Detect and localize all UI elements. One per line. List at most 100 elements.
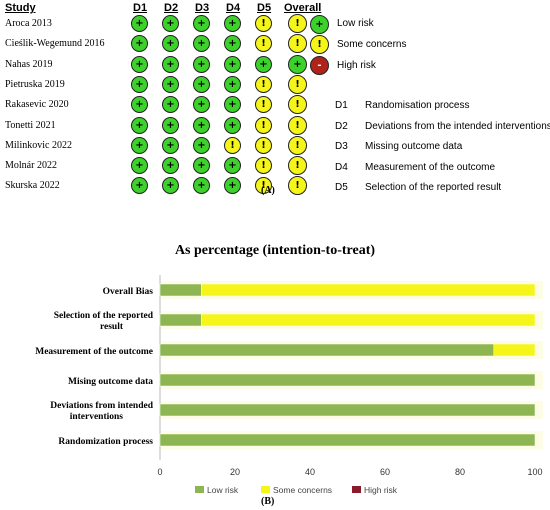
domain-judgement-icon: + — [224, 75, 241, 93]
study-name: Aroca 2013 — [5, 18, 52, 29]
header-d1: D1 — [133, 2, 148, 14]
domain-judgement-icon: + — [193, 177, 210, 195]
domain-description-label: Selection of the reported result — [365, 182, 502, 193]
study-name: Pietruska 2019 — [5, 78, 65, 90]
category-label: Selection of the reported result — [54, 311, 154, 332]
domain-judgement-icon: + — [224, 157, 241, 175]
x-tick-label: 20 — [230, 467, 240, 477]
legend-swatch — [261, 486, 270, 493]
risk-of-bias-traffic-light-plot: Study D1 D2 D3 D4 D5 Overall Aroca 2013 +… — [0, 0, 550, 205]
domain-judgement-icon: + — [193, 55, 210, 73]
legend-swatch — [195, 486, 204, 493]
bar-segment — [159, 343, 494, 357]
header-d5: D5 — [257, 2, 272, 14]
domain-judgement-icon: ! — [255, 96, 272, 114]
domain-code-label: D4 — [335, 161, 348, 173]
domain-judgement-icon: + — [131, 15, 148, 32]
legend-low-risk-label: Low risk — [337, 18, 374, 29]
domain-judgement-icon: ! — [255, 15, 272, 32]
panel-label-a: (A) — [261, 185, 275, 196]
domain-judgement-icon: + — [162, 15, 179, 32]
study-name: Tonetti 2021 — [5, 119, 56, 131]
bar-segment — [159, 313, 202, 327]
bar-segment — [159, 403, 536, 417]
domain-judgement-icon: ! — [255, 35, 272, 53]
domain-judgement-icon: ! — [255, 136, 272, 154]
overall-judgement-icon: ! — [288, 135, 307, 155]
overall-judgement-icon: ! — [288, 74, 307, 94]
legend-some-concerns-label: Some concerns — [337, 39, 407, 50]
category-label: Randomization process — [58, 437, 153, 447]
header-d4: D4 — [226, 2, 241, 14]
x-tick-label: 0 — [157, 467, 162, 477]
domain-judgement-icon: + — [193, 15, 210, 32]
domain-judgement-icon: + — [162, 136, 179, 154]
overall-judgement-icon: + — [288, 54, 307, 74]
bar-segment — [159, 283, 202, 297]
study-name: Nahas 2019 — [5, 58, 53, 70]
overall-judgement-icon: ! — [288, 34, 307, 54]
panel-label-b: (B) — [261, 496, 275, 507]
bar-segment — [159, 373, 536, 387]
domain-judgement-icon: + — [131, 116, 148, 134]
domain-judgement-icon: + — [131, 177, 148, 195]
category-label: Overall Bias — [103, 287, 154, 297]
domain-judgement-icon: ! — [224, 136, 241, 154]
domain-description-label: Deviations from the intended interventio… — [365, 120, 550, 132]
overall-judgement-icon: ! — [288, 95, 307, 115]
study-name: Milinkovic 2022 — [5, 139, 72, 151]
header-study: Study — [5, 2, 36, 14]
domain-description-label: Missing outcome data — [365, 141, 463, 152]
domain-judgement-icon: + — [193, 96, 210, 114]
domain-code-label: D2 — [335, 120, 348, 132]
category-label: Mising outcome data — [68, 377, 153, 387]
domain-judgement-icon: + — [224, 116, 241, 134]
category-label: Measurement of the outcome — [35, 347, 153, 357]
overall-judgement-icon: ! — [288, 176, 307, 196]
domain-judgement-icon: + — [193, 157, 210, 175]
domain-description-label: Randomisation process — [365, 100, 470, 111]
domain-judgement-icon: + — [131, 136, 148, 154]
domain-judgement-icon: + — [131, 157, 148, 175]
domain-judgement-icon: + — [193, 116, 210, 134]
domain-judgement-icon: + — [162, 116, 179, 134]
domain-code-label: D1 — [335, 100, 348, 111]
x-tick-label: 40 — [305, 467, 315, 477]
overall-judgement-icon: ! — [288, 156, 307, 176]
bar-segment — [201, 283, 536, 297]
study-name: Cieślik-Wegemund 2016 — [5, 38, 105, 50]
domain-judgement-icon: + — [224, 15, 241, 32]
domain-judgement-icon: ! — [255, 177, 272, 195]
domain-judgement-icon: + — [162, 96, 179, 114]
domain-judgement-icon: + — [193, 136, 210, 154]
x-tick-label: 60 — [380, 467, 390, 477]
domain-judgement-icon: ! — [255, 116, 272, 134]
legend-high-risk-icon: - — [310, 56, 329, 75]
domain-judgement-icon: + — [162, 35, 179, 53]
study-name: Skurska 2022 — [5, 180, 60, 192]
chart-title: As percentage (intention-to-treat) — [174, 243, 376, 258]
domain-judgement-icon: + — [224, 35, 241, 53]
bar-segment — [201, 313, 536, 327]
x-tick-label: 80 — [455, 467, 465, 477]
domain-judgement-icon: + — [193, 75, 210, 93]
overall-judgement-icon: ! — [288, 14, 307, 33]
study-name: Molnár 2022 — [5, 160, 57, 172]
category-label: Deviations from intended interventions — [50, 401, 153, 422]
domain-judgement-icon: + — [162, 177, 179, 195]
legend-label: High risk — [364, 485, 398, 495]
x-tick-label: 100 — [527, 467, 542, 477]
domain-judgement-icon: + — [224, 177, 241, 195]
bar-segment — [493, 343, 536, 357]
legend-some-concerns-icon: ! — [310, 35, 329, 54]
domain-judgement-icon: + — [224, 96, 241, 114]
domain-judgement-icon: + — [131, 96, 148, 114]
domain-judgement-icon: ! — [255, 75, 272, 93]
domain-judgement-icon: + — [131, 55, 148, 73]
overall-judgement-icon: ! — [288, 115, 307, 135]
domain-judgement-icon: + — [131, 35, 148, 53]
legend-label: Low risk — [207, 485, 239, 495]
domain-code-label: D5 — [335, 182, 348, 193]
domain-judgement-icon: + — [131, 75, 148, 93]
domain-judgement-icon: + — [193, 35, 210, 53]
